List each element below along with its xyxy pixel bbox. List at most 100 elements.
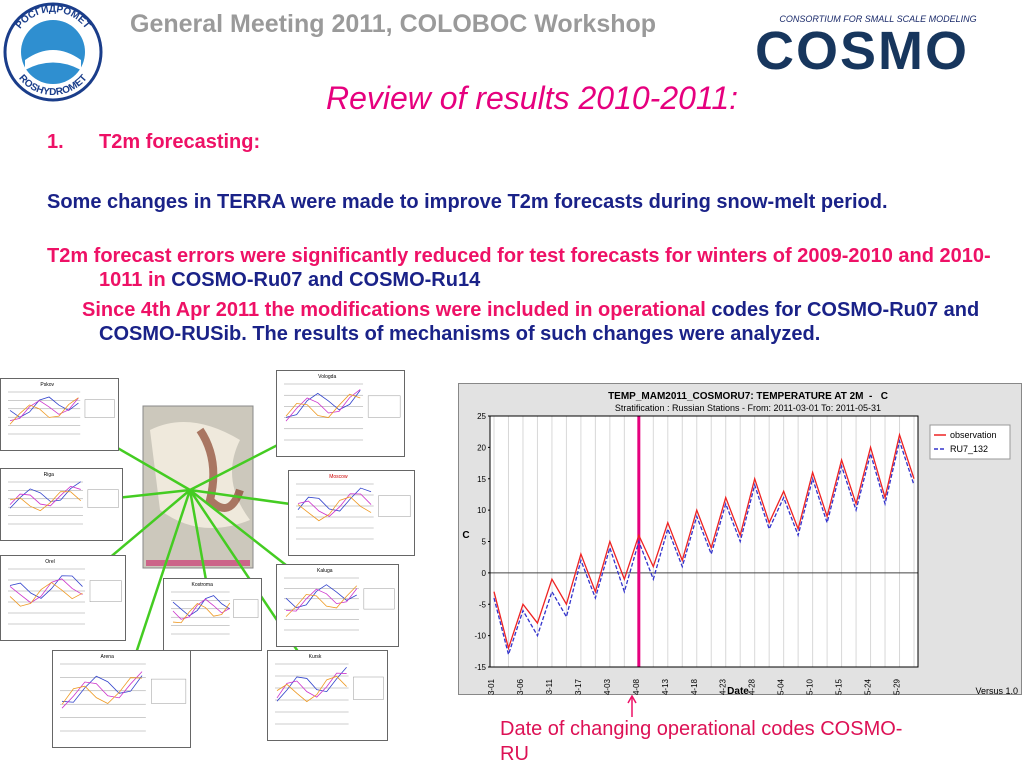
x-tick-label: 04-03 <box>603 678 612 695</box>
x-tick-label: 05-15 <box>835 678 844 695</box>
station-line <box>172 595 231 617</box>
station-line <box>276 667 347 702</box>
paragraph: Some changes in TERRA were made to impro… <box>47 190 999 214</box>
x-tick-label: 04-08 <box>632 678 641 695</box>
x-tick-label: 05-29 <box>893 678 902 695</box>
station-line <box>9 581 83 607</box>
station-legend <box>84 399 115 418</box>
legend-label: RU7_132 <box>950 444 988 454</box>
station-title: Riga <box>44 472 55 478</box>
station-title: Arena <box>101 654 115 660</box>
station-legend <box>363 588 395 610</box>
station-line <box>172 598 231 620</box>
x-tick-label: 04-28 <box>748 678 757 695</box>
station-line <box>285 393 361 418</box>
pointer <box>627 695 637 717</box>
plot-border <box>489 415 919 668</box>
x-tick-label: 03-06 <box>516 678 525 695</box>
caption: Date of changing operational codes COSMO… <box>500 718 903 765</box>
station-title: Orel <box>45 559 54 565</box>
station-legend <box>353 676 384 700</box>
station-line <box>285 584 357 609</box>
station-title: Vologda <box>318 374 336 380</box>
legend-label: observation <box>950 430 997 440</box>
y-tick-label: 25 <box>477 412 486 421</box>
station-title: Kaluga <box>317 568 333 574</box>
station-line <box>9 578 83 604</box>
y-tick-label: 0 <box>482 569 487 578</box>
y-tick-label: 10 <box>477 506 486 515</box>
logo-left: РОСГИДРОМЕТ ROSHYDROMET <box>3 2 103 102</box>
station-legend <box>151 678 187 704</box>
station-line <box>285 585 358 617</box>
item-label: T2m forecasting: <box>99 131 261 153</box>
text: COSMO-Ru07 and COSMO-Ru14 <box>171 269 481 291</box>
y-tick-label: -15 <box>474 663 486 672</box>
logo-name: COSMO <box>755 21 970 81</box>
x-tick-label: 04-23 <box>719 678 728 695</box>
station-line <box>297 487 372 512</box>
y-tick-label: -10 <box>474 632 486 641</box>
series-line <box>493 432 915 651</box>
text: T2m forecast errors were significantly r… <box>47 245 991 291</box>
header-title: General Meeting 2011, COLOBOC Workshop <box>130 10 657 38</box>
station-line <box>285 389 361 422</box>
station-legend <box>89 580 122 602</box>
text: Some changes in TERRA were made to impro… <box>47 191 888 213</box>
map-field <box>196 427 244 512</box>
x-tick-label: 04-18 <box>690 678 699 695</box>
station-line <box>61 675 143 703</box>
y-tick-label: 20 <box>477 443 486 452</box>
station-line <box>9 575 83 599</box>
x-tick-label: 03-01 <box>487 678 496 695</box>
station-title: Kostroma <box>191 582 213 588</box>
item-number: 1. <box>47 131 64 153</box>
chart-subtitle: Stratification : Russian Stations - From… <box>615 403 881 413</box>
x-label: Date <box>727 686 749 695</box>
y-tick-label: 15 <box>477 475 486 484</box>
station-line <box>285 588 358 612</box>
station-legend <box>87 489 119 508</box>
x-tick-label: 05-24 <box>864 678 873 695</box>
station-title: Kursk <box>309 654 322 660</box>
x-tick-label: 04-13 <box>661 678 670 695</box>
station-line <box>9 397 79 425</box>
station-line <box>172 602 231 624</box>
logo-tagline: CONSORTIUM FOR SMALL SCALE MODELING <box>779 14 977 24</box>
station-line <box>297 493 372 517</box>
x-tick-label: 03-17 <box>574 678 583 695</box>
station-line <box>61 671 143 709</box>
station-legend <box>367 395 401 418</box>
station-line <box>9 491 82 512</box>
station-title: Moscow <box>329 474 348 480</box>
station-line <box>285 389 361 418</box>
x-tick-label: 05-04 <box>777 678 786 695</box>
station-line <box>61 677 143 705</box>
station-line <box>297 496 372 522</box>
plot-area <box>490 416 918 667</box>
map-scale <box>146 560 250 566</box>
chart-note: Versus 1.0 <box>975 686 1018 695</box>
station-line <box>9 481 81 509</box>
slide-title: Review of results 2010-2011: <box>325 80 739 116</box>
station-title: Pskov <box>40 382 54 388</box>
y-tick-label: 5 <box>482 538 487 547</box>
x-tick-label: 05-10 <box>806 678 815 695</box>
station-legend <box>378 495 411 517</box>
chart-title: TEMP_MAM2011_COSMORU7: TEMPERATURE AT 2M… <box>608 391 888 402</box>
y-label: C <box>462 530 469 541</box>
text: Since 4th Apr 2011 the modifications wer… <box>82 299 706 321</box>
station-line <box>276 672 347 699</box>
station-line <box>9 397 79 422</box>
y-tick-label: -5 <box>479 600 487 609</box>
series-line <box>493 438 915 657</box>
paragraph: Since 4th Apr 2011 the modifications wer… <box>47 298 1024 346</box>
station-charts: Pskov Vologda Riga Moscow Orel Kostroma Kaluga… <box>0 370 415 748</box>
text: codes for COSMO-Ru07 and COSMO-RUSib. Th… <box>99 299 980 345</box>
legend-box <box>929 424 1011 460</box>
station-legend <box>233 599 259 618</box>
station-line <box>9 485 81 507</box>
chart: TEMP_MAM2011_COSMORU7: TEMPERATURE AT 2M… <box>458 383 1022 695</box>
x-tick-label: 03-11 <box>545 678 554 695</box>
